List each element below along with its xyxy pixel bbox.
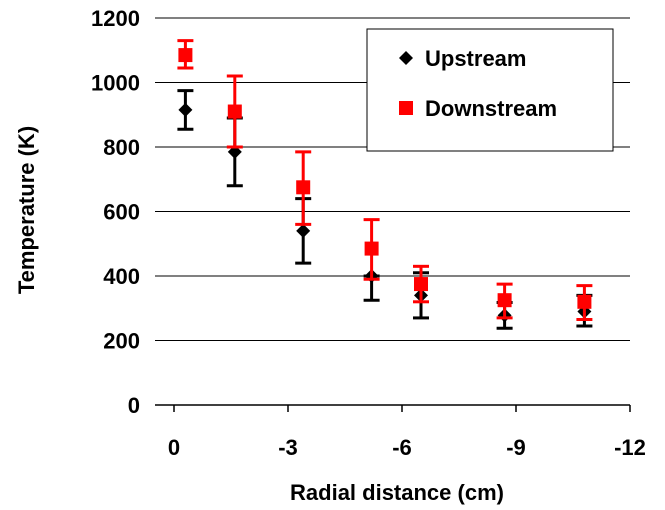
y-tick-labels: 0 200 400 600 800 1000 1200 bbox=[91, 6, 140, 418]
axes bbox=[155, 404, 631, 412]
legend-label-downstream: Downstream bbox=[425, 96, 557, 121]
legend: Upstream Downstream bbox=[366, 28, 614, 152]
data-point bbox=[296, 223, 311, 238]
x-tick-label: -9 bbox=[506, 435, 526, 460]
y-tick-label: 200 bbox=[103, 329, 140, 354]
y-tick-label: 1200 bbox=[91, 6, 140, 31]
data-point bbox=[178, 48, 193, 63]
y-tick-label: 800 bbox=[103, 135, 140, 160]
data-point bbox=[227, 104, 242, 119]
data-point bbox=[364, 241, 379, 256]
x-axis-label: Radial distance (cm) bbox=[290, 480, 504, 505]
x-tick-labels: 0 -3 -6 -9 -12 bbox=[168, 435, 646, 460]
legend-label-upstream: Upstream bbox=[425, 46, 526, 71]
x-tick-label: -3 bbox=[278, 435, 298, 460]
x-tick-label: -12 bbox=[614, 435, 646, 460]
y-tick-label: 400 bbox=[103, 264, 140, 289]
y-tick-label: 600 bbox=[103, 200, 140, 225]
y-axis-label: Temperature (K) bbox=[14, 126, 39, 294]
x-tick-label: 0 bbox=[168, 435, 180, 460]
legend-box bbox=[366, 28, 614, 152]
data-point bbox=[497, 293, 512, 308]
data-point bbox=[178, 102, 193, 117]
series-downstream bbox=[177, 39, 593, 322]
data-series bbox=[177, 39, 593, 330]
data-point bbox=[414, 277, 428, 292]
legend-marker-upstream bbox=[399, 51, 413, 65]
x-tick-label: -6 bbox=[392, 435, 412, 460]
data-point bbox=[577, 294, 592, 309]
y-tick-label: 0 bbox=[128, 393, 140, 418]
data-point bbox=[296, 180, 311, 195]
legend-marker-downstream bbox=[399, 101, 413, 115]
y-tick-label: 1000 bbox=[91, 71, 140, 96]
